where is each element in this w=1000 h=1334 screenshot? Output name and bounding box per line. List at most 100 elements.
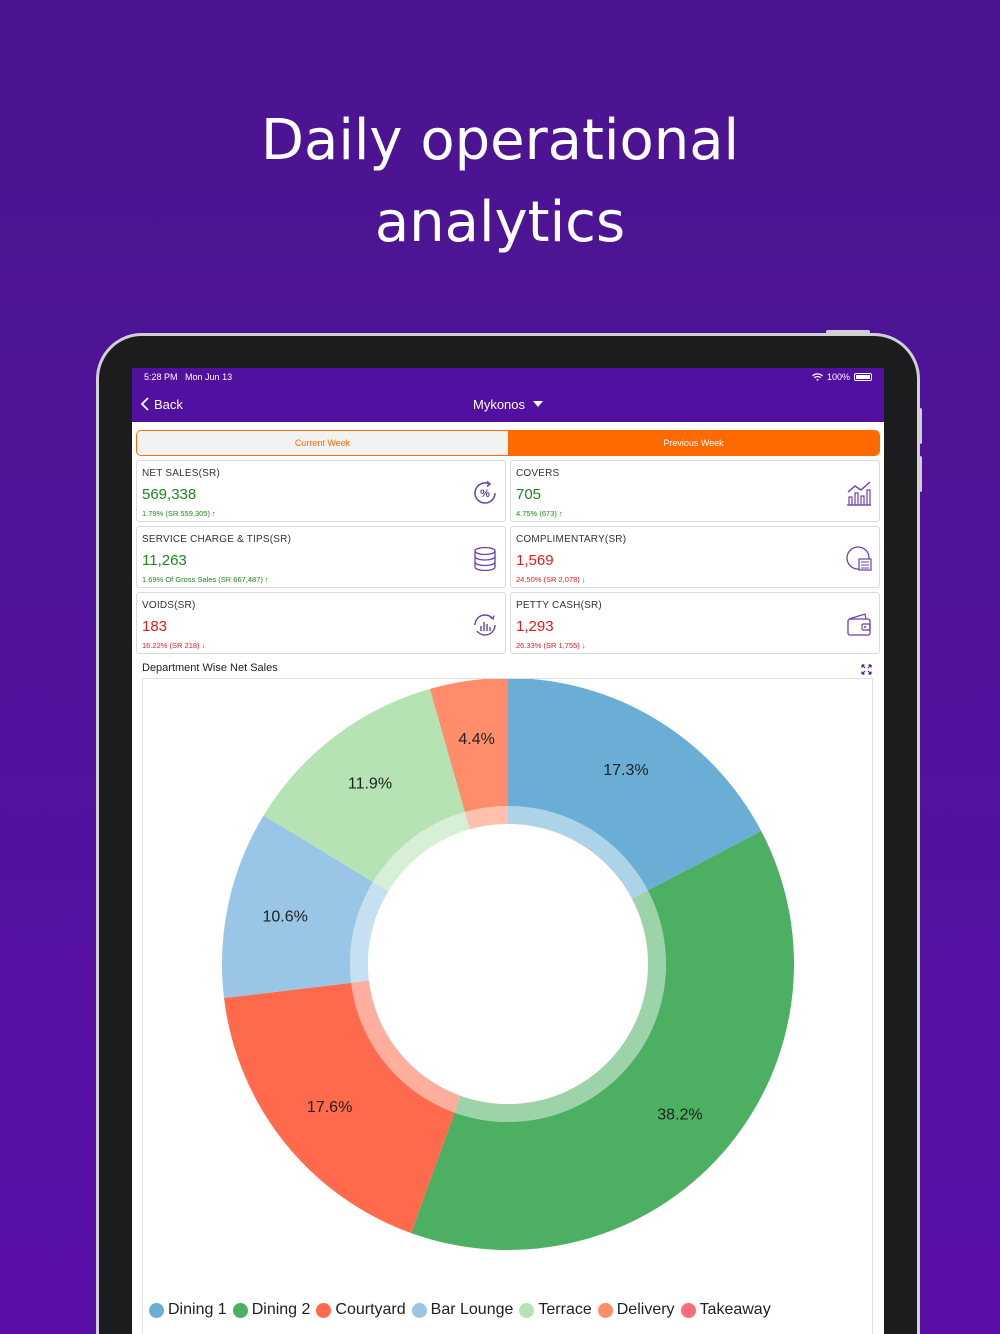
- legend-item[interactable]: Terrace: [519, 1301, 592, 1319]
- donut-inner-ring: [350, 881, 389, 983]
- donut-slice[interactable]: [411, 830, 794, 1250]
- wallet-icon: [847, 613, 871, 636]
- card-sub: 1.79% (SR 559,305) ↑: [142, 509, 216, 518]
- legend-item[interactable]: Courtyard: [316, 1301, 406, 1319]
- slice-label: 4.4%: [458, 731, 494, 748]
- svg-text:%: %: [480, 488, 490, 500]
- chart-legend: Dining 1 Dining 2 Courtyard Bar Lounge Terra…: [149, 1301, 771, 1319]
- caret-down-icon: [533, 401, 544, 407]
- back-label: Back: [154, 396, 183, 412]
- card-label: COMPLIMENTARY(SR): [516, 534, 627, 545]
- legend-item[interactable]: Dining 1: [149, 1301, 227, 1319]
- app-screen: 5:28 PM Mon Jun 13 100% Back Mykonos Cur…: [132, 368, 884, 1334]
- plate-icon: [846, 546, 872, 571]
- outlet-name: Mykonos: [472, 396, 526, 412]
- trend-chart-icon: [847, 481, 871, 506]
- donut-slice[interactable]: [224, 982, 455, 1234]
- kpi-cards: NET SALES(SR) 569,338 1.79% (SR 559,305)…: [136, 460, 880, 654]
- nav-bar: Back Mykonos: [132, 386, 884, 422]
- donut-chart: 17.3% 38.2% 17.6% 10.6% 11.9% 4.4%: [221, 678, 794, 1250]
- slice-label: 10.6%: [262, 909, 307, 926]
- wifi-icon: [812, 373, 823, 381]
- legend-swatch: [316, 1302, 332, 1318]
- volume-down-button: [918, 456, 922, 492]
- card-value: 11,263: [142, 552, 187, 569]
- donut-inner-ring: [351, 980, 461, 1113]
- chart-title: Department Wise Net Sales: [142, 662, 278, 674]
- coin-stack-icon: [474, 546, 496, 572]
- card-value: 1,569: [516, 552, 554, 569]
- legend-swatch: [680, 1302, 696, 1318]
- card-value: 705: [516, 486, 542, 503]
- donut-inner-ring: [373, 811, 470, 892]
- donut-inner-ring: [464, 806, 508, 830]
- legend-swatch: [411, 1302, 427, 1318]
- tab-previous-week[interactable]: Previous Week: [508, 431, 879, 455]
- percent-cycle-icon: %: [474, 480, 496, 504]
- legend-swatch: [149, 1302, 164, 1318]
- legend-label: Takeaway: [699, 1301, 771, 1318]
- legend-label: Courtyard: [335, 1301, 406, 1318]
- donut-slice[interactable]: [508, 678, 762, 891]
- card-label: VOIDS(SR): [142, 600, 196, 611]
- card-label: PETTY CASH(SR): [516, 600, 602, 611]
- refresh-chart-icon: [474, 614, 496, 636]
- legend-item[interactable]: Dining 2: [232, 1301, 311, 1319]
- legend-label: Dining 1: [168, 1301, 227, 1318]
- battery-icon: [854, 373, 872, 381]
- headline-line1: Daily operational: [260, 108, 740, 173]
- card-label: NET SALES(SR): [142, 468, 220, 479]
- donut-slice[interactable]: [221, 815, 374, 999]
- volume-up-button: [918, 408, 922, 444]
- card-sub: 16.22% (SR 218) ↓: [142, 641, 206, 650]
- donut-inner-ring: [508, 806, 648, 899]
- slice-label: 17.6%: [307, 1099, 352, 1116]
- back-button[interactable]: Back: [140, 386, 183, 422]
- battery-percent: 100%: [826, 372, 850, 382]
- legend-label: Dining 2: [251, 1301, 311, 1318]
- card-sub: 4.75% (673) ↑: [516, 509, 563, 518]
- donut-inner-ring: [454, 890, 666, 1122]
- card-value: 1,293: [516, 618, 554, 635]
- outlet-selector[interactable]: Mykonos: [132, 397, 884, 412]
- week-segmented-control: Current Week Previous Week: [136, 430, 880, 456]
- legend-item[interactable]: Delivery: [597, 1301, 675, 1319]
- legend-swatch: [232, 1302, 248, 1318]
- status-time: 5:28 PM: [144, 372, 178, 382]
- card-net-sales[interactable]: NET SALES(SR) 569,338 1.79% (SR 559,305)…: [136, 460, 506, 522]
- expand-icon[interactable]: [861, 664, 872, 675]
- top-button: [826, 330, 870, 334]
- slice-label: 11.9%: [348, 776, 392, 793]
- card-sub: 24.50% (SR 2,078) ↓: [516, 575, 586, 584]
- legend-label: Delivery: [616, 1301, 675, 1318]
- legend-swatch: [597, 1302, 613, 1318]
- slice-label: 38.2%: [657, 1107, 702, 1124]
- card-covers[interactable]: COVERS 705 4.75% (673) ↑: [510, 460, 880, 522]
- slice-label: 17.3%: [603, 762, 648, 779]
- card-sub: 26.33% (SR 1,755) ↓: [516, 641, 586, 650]
- legend-label: Terrace: [538, 1301, 592, 1318]
- legend-label: Bar Lounge: [430, 1301, 514, 1318]
- headline-line2: analytics: [374, 190, 626, 255]
- status-bar: 5:28 PM Mon Jun 13 100%: [132, 368, 884, 386]
- donut-slice[interactable]: [263, 688, 465, 882]
- card-value: 569,338: [142, 486, 197, 503]
- card-petty-cash[interactable]: PETTY CASH(SR) 1,293 26.33% (SR 1,755) ↓: [510, 592, 880, 654]
- chevron-left-icon: [140, 397, 149, 411]
- card-complimentary[interactable]: COMPLIMENTARY(SR) 1,569 24.50% (SR 2,078…: [510, 526, 880, 588]
- tab-current-week[interactable]: Current Week: [137, 431, 508, 455]
- donut-slice[interactable]: [429, 678, 508, 812]
- card-service-charge[interactable]: SERVICE CHARGE & TIPS(SR) 11,263 1.69% O…: [136, 526, 506, 588]
- chart-container: 17.3% 38.2% 17.6% 10.6% 11.9% 4.4% Dining 1 Di…: [142, 678, 873, 1334]
- status-date: Mon Jun 13: [185, 372, 233, 382]
- card-value: 183: [142, 618, 168, 635]
- legend-item[interactable]: Takeaway: [680, 1301, 771, 1319]
- card-label: COVERS: [516, 468, 560, 479]
- card-label: SERVICE CHARGE & TIPS(SR): [142, 534, 292, 545]
- chart-section-header: Department Wise Net Sales: [142, 662, 884, 676]
- card-voids[interactable]: VOIDS(SR) 183 16.22% (SR 218) ↓: [136, 592, 506, 654]
- donut-hole: [368, 824, 648, 1104]
- card-sub: 1.69% Of Gross Sales (SR 667,487) ↑: [142, 575, 269, 584]
- headline: Daily operational analytics: [0, 100, 1000, 264]
- legend-item[interactable]: Bar Lounge: [411, 1301, 514, 1319]
